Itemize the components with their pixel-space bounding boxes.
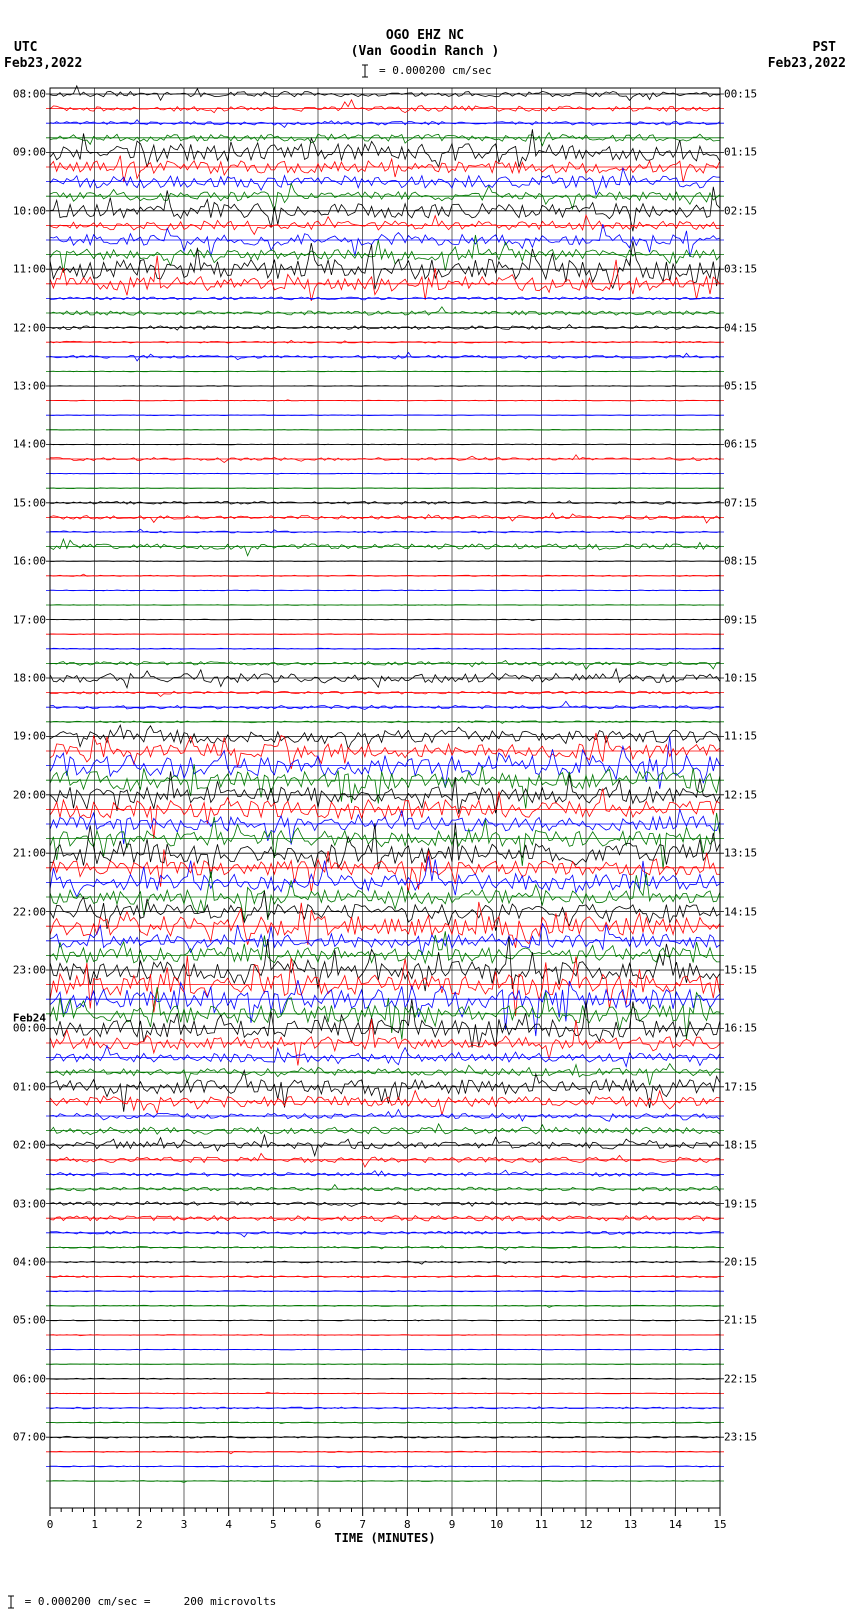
- utc-time-label: 23:00: [13, 964, 46, 977]
- utc-time-label: 08:00: [13, 88, 46, 101]
- svg-text:0: 0: [47, 1518, 54, 1531]
- svg-text:5: 5: [270, 1518, 277, 1531]
- date-left: Feb23,2022: [4, 56, 82, 71]
- utc-time-label: 14:00: [13, 438, 46, 451]
- helicorder-container: OGO EHZ NC (Van Goodin Ranch ) = 0.00020…: [0, 0, 850, 1613]
- pst-time-label: 14:15: [724, 905, 757, 918]
- timezone-right: PST: [813, 40, 836, 55]
- utc-time-label: 09:00: [13, 146, 46, 159]
- pst-time-label: 16:15: [724, 1022, 757, 1035]
- utc-time-label: 05:00: [13, 1314, 46, 1327]
- station-code: OGO EHZ NC: [0, 28, 850, 43]
- svg-text:10: 10: [490, 1518, 503, 1531]
- pst-time-label: 07:15: [724, 496, 757, 509]
- utc-time-label: 19:00: [13, 730, 46, 743]
- svg-text:12: 12: [579, 1518, 592, 1531]
- date-break-label: Feb24: [13, 1012, 46, 1025]
- utc-time-label: 21:00: [13, 847, 46, 860]
- svg-text:6: 6: [315, 1518, 322, 1531]
- pst-time-label: 06:15: [724, 438, 757, 451]
- svg-text:7: 7: [359, 1518, 366, 1531]
- pst-time-label: 22:15: [724, 1372, 757, 1385]
- svg-text:8: 8: [404, 1518, 411, 1531]
- utc-time-label: 10:00: [13, 204, 46, 217]
- pst-time-label: 17:15: [724, 1080, 757, 1093]
- pst-time-label: 09:15: [724, 613, 757, 626]
- utc-time-label: 07:00: [13, 1431, 46, 1444]
- pst-time-label: 20:15: [724, 1256, 757, 1269]
- pst-time-label: 08:15: [724, 555, 757, 568]
- footer-microvolts: 200 microvolts: [184, 1595, 277, 1608]
- pst-time-label: 04:15: [724, 321, 757, 334]
- pst-time-label: 11:15: [724, 730, 757, 743]
- pst-time-label: 01:15: [724, 146, 757, 159]
- utc-time-label: 18:00: [13, 672, 46, 685]
- scale-label: = 0.000200 cm/sec: [379, 64, 492, 77]
- svg-text:4: 4: [225, 1518, 232, 1531]
- utc-time-label: 12:00: [13, 321, 46, 334]
- pst-time-label: 18:15: [724, 1139, 757, 1152]
- pst-time-label: 10:15: [724, 672, 757, 685]
- pst-time-label: 23:15: [724, 1431, 757, 1444]
- utc-time-label: 15:00: [13, 496, 46, 509]
- pst-time-label: 00:15: [724, 88, 757, 101]
- svg-text:15: 15: [713, 1518, 726, 1531]
- timezone-left: UTC: [14, 40, 37, 55]
- pst-time-label: 05:15: [724, 380, 757, 393]
- footer-scale-text: = 0.000200 cm/sec =: [25, 1595, 151, 1608]
- footer-scale: = 0.000200 cm/sec = 200 microvolts: [4, 1595, 276, 1609]
- utc-time-label: 06:00: [13, 1372, 46, 1385]
- pst-time-label: 13:15: [724, 847, 757, 860]
- utc-time-label: 17:00: [13, 613, 46, 626]
- pst-time-label: 03:15: [724, 263, 757, 276]
- svg-text:2: 2: [136, 1518, 143, 1531]
- pst-time-label: 02:15: [724, 204, 757, 217]
- utc-time-label: 01:00: [13, 1080, 46, 1093]
- scale-bar-icon: [4, 1595, 18, 1609]
- svg-text:TIME (MINUTES): TIME (MINUTES): [334, 1531, 435, 1545]
- utc-time-label: 16:00: [13, 555, 46, 568]
- utc-time-label: 11:00: [13, 263, 46, 276]
- svg-text:11: 11: [535, 1518, 548, 1531]
- pst-time-label: 19:15: [724, 1197, 757, 1210]
- utc-time-label: 22:00: [13, 905, 46, 918]
- date-right: Feb23,2022: [768, 56, 846, 71]
- svg-text:9: 9: [449, 1518, 456, 1531]
- scale-header: = 0.000200 cm/sec: [0, 64, 850, 78]
- svg-text:3: 3: [181, 1518, 188, 1531]
- svg-text:13: 13: [624, 1518, 637, 1531]
- utc-time-label: 20:00: [13, 788, 46, 801]
- helicorder-plot: 0123456789101112131415TIME (MINUTES)08:0…: [50, 88, 720, 1508]
- station-name: (Van Goodin Ranch ): [0, 44, 850, 59]
- utc-time-label: 04:00: [13, 1256, 46, 1269]
- utc-time-label: 02:00: [13, 1139, 46, 1152]
- svg-text:1: 1: [91, 1518, 98, 1531]
- pst-time-label: 12:15: [724, 788, 757, 801]
- pst-time-label: 21:15: [724, 1314, 757, 1327]
- scale-bar-icon: [358, 64, 372, 78]
- utc-time-label: 03:00: [13, 1197, 46, 1210]
- pst-time-label: 15:15: [724, 964, 757, 977]
- svg-text:14: 14: [669, 1518, 683, 1531]
- utc-time-label: 13:00: [13, 380, 46, 393]
